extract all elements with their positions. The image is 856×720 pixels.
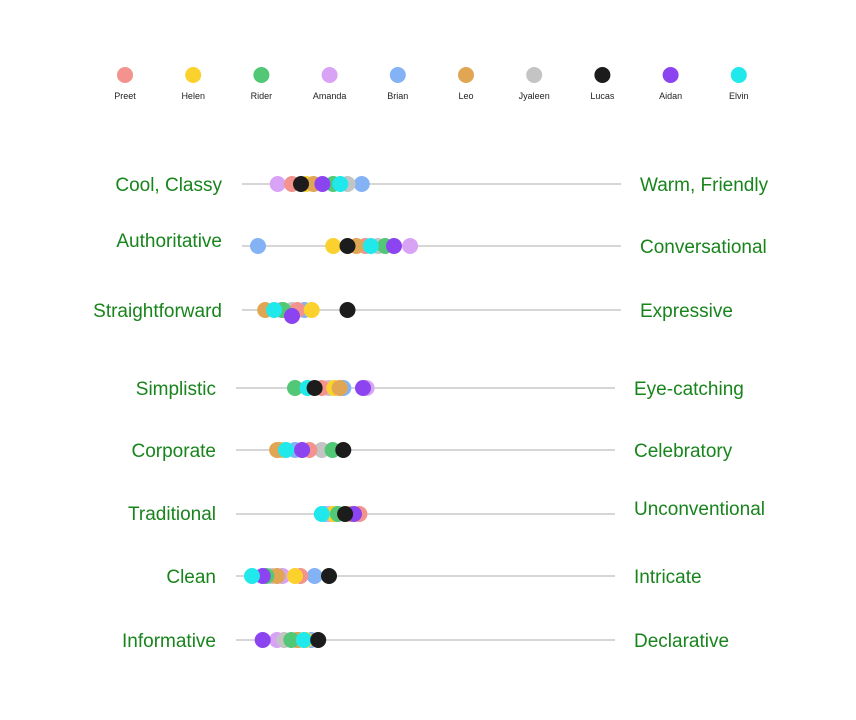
- scale-right-label: Eye-catching: [634, 379, 744, 400]
- scale-left-label: Informative: [122, 631, 216, 652]
- legend-dot-aidan: [662, 67, 679, 83]
- legend-label-helen: Helen: [181, 91, 205, 101]
- scale-left-label: Corporate: [132, 441, 217, 462]
- legend-label-amanda: Amanda: [313, 91, 347, 101]
- scale-row-clean: Clean Intricate: [166, 567, 701, 588]
- legend-dot-elvin: [730, 67, 747, 83]
- scale-row-traditional: Traditional Unconventional: [128, 499, 765, 525]
- legend-dot-amanda: [321, 67, 338, 83]
- dot-lucas: [293, 176, 309, 192]
- dot-elvin: [295, 632, 312, 648]
- legend-label-aidan: Aidan: [659, 91, 682, 101]
- dot-aidan: [314, 176, 331, 192]
- dot-lucas: [321, 568, 337, 584]
- scale-row-cool-classy: Cool, Classy Warm, Friendly: [115, 175, 768, 196]
- dot-brian: [306, 568, 323, 584]
- scale-right-label: Declarative: [634, 631, 729, 652]
- dot-aidan: [386, 238, 402, 254]
- dot-brian: [353, 176, 370, 192]
- dot-amanda: [402, 238, 419, 254]
- dot-amanda: [269, 176, 286, 192]
- dot-rider: [287, 380, 303, 396]
- scale-row-straightforward: Straightforward Expressive: [93, 301, 733, 324]
- scale-right-label: Expressive: [640, 301, 733, 322]
- scale-left-label: Clean: [166, 567, 216, 588]
- legend-label-rider: Rider: [251, 91, 273, 101]
- legend-dot-preet: [117, 67, 133, 83]
- legend-label-leo: Leo: [458, 91, 473, 101]
- scale-left-label: Straightforward: [93, 301, 222, 322]
- dot-elvin: [332, 176, 349, 192]
- dot-rider: [283, 632, 300, 648]
- scale-left-label: Traditional: [128, 504, 216, 525]
- legend-label-preet: Preet: [114, 91, 136, 101]
- scale-left-label: Simplistic: [136, 379, 216, 400]
- dot-lucas: [335, 442, 352, 458]
- dot-lucas: [339, 238, 356, 254]
- scale-row-authoritative: Authoritative Conversational: [116, 231, 766, 258]
- legend-dot-leo: [458, 67, 474, 83]
- dot-elvin: [244, 568, 260, 584]
- dot-helen: [325, 238, 342, 254]
- legend-dot-brian: [389, 67, 406, 83]
- dot-lucas: [310, 632, 327, 648]
- dot-lucas: [337, 506, 354, 522]
- scale-right-label: Conversational: [640, 237, 767, 258]
- dot-aidan: [355, 380, 371, 396]
- legend-label-brian: Brian: [387, 91, 408, 101]
- dot-helen: [303, 302, 320, 318]
- legend-label-lucas: Lucas: [590, 91, 615, 101]
- dot-helen: [287, 568, 303, 584]
- legend-dot-jyaleen: [526, 67, 543, 83]
- scale-right-label: Unconventional: [634, 499, 765, 520]
- scale-rows: Cool, Classy Warm, Friendly Authoritative C…: [93, 175, 768, 652]
- scale-left-label: Cool, Classy: [115, 175, 222, 196]
- legend-dot-helen: [185, 67, 202, 83]
- scale-right-label: Intricate: [634, 567, 702, 588]
- scale-left-label: Authoritative: [116, 231, 222, 252]
- dot-aidan: [254, 632, 271, 648]
- dot-aidan: [284, 308, 300, 324]
- legend-label-elvin: Elvin: [729, 91, 749, 101]
- legend-dot-lucas: [594, 67, 611, 83]
- dot-elvin: [266, 302, 283, 318]
- scale-right-label: Celebratory: [634, 441, 733, 462]
- dot-lucas: [339, 302, 356, 318]
- dot-lucas: [306, 380, 323, 396]
- dot-leo: [331, 380, 348, 396]
- legend: Preet Helen Rider Amanda Brian Leo Jyaleen Luca…: [114, 67, 749, 101]
- dot-elvin: [278, 442, 294, 458]
- scale-row-corporate: Corporate Celebratory: [132, 441, 733, 462]
- dot-elvin: [313, 506, 330, 522]
- scale-row-informative: Informative Declarative: [122, 631, 729, 652]
- scale-row-simplistic: Simplistic Eye-catching: [136, 379, 744, 400]
- scale-right-label: Warm, Friendly: [640, 175, 769, 196]
- dot-elvin: [362, 238, 379, 254]
- dot-brian: [250, 238, 266, 254]
- legend-label-jyaleen: Jyaleen: [519, 91, 550, 101]
- dot-aidan: [294, 442, 311, 458]
- legend-dot-rider: [253, 67, 270, 83]
